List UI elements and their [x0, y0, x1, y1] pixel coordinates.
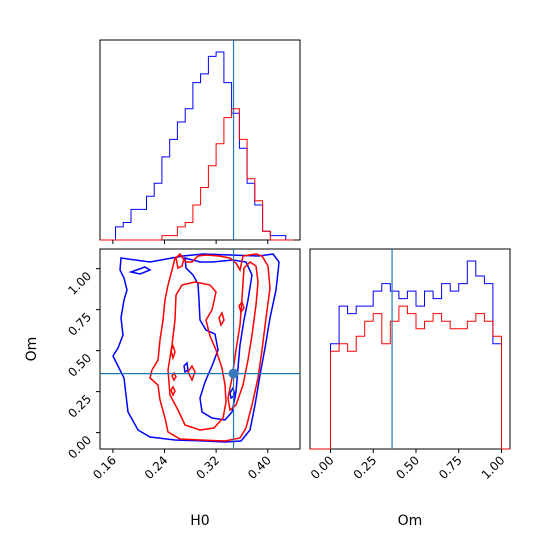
om-histogram-xtick-label: 0.00 — [308, 453, 337, 482]
red-island-contour — [175, 252, 185, 270]
scatter-ytick-label: 0.75 — [65, 310, 94, 339]
blue-island-contour — [128, 266, 152, 275]
h0-om-contour-axes — [99, 248, 301, 450]
blue-outer-contour — [112, 253, 280, 443]
h0-histogram-blue-series — [100, 51, 294, 241]
red-middle-contour — [167, 281, 227, 431]
h0-axis-label: H0 — [190, 513, 209, 529]
red-inner-contour — [227, 261, 259, 412]
blue-island-contour — [229, 386, 236, 400]
om-histogram-red-series — [310, 305, 510, 450]
om-histogram-xtick-label: 0.50 — [393, 453, 422, 482]
red-island-contour — [238, 300, 245, 314]
truth-point-marker — [228, 368, 239, 379]
red-inner-contour — [187, 364, 196, 382]
red-island-contour — [170, 385, 176, 397]
om-histogram-blue-series — [310, 260, 510, 450]
scatter-ytick-label: 0.00 — [65, 433, 94, 462]
red-island-contour — [218, 311, 225, 327]
scatter-ytick-label: 0.25 — [65, 392, 94, 421]
om-histogram-axes — [309, 248, 511, 450]
h0-histogram-axes — [99, 39, 301, 241]
blue-island-contour — [183, 361, 189, 374]
scatter-ytick-label: 1.00 — [65, 269, 94, 298]
scatter-xtick-label: 0.24 — [142, 453, 171, 482]
h0-histogram-red-series — [100, 108, 294, 241]
om-histogram-xtick-label: 0.75 — [436, 453, 465, 482]
om-histogram-xtick-label: 0.25 — [351, 453, 380, 482]
red-island-contour — [170, 344, 176, 361]
scatter-xtick-label: 0.16 — [90, 453, 119, 482]
om-histogram-xtick-label: 1.00 — [479, 453, 508, 482]
om-axis-label: Om — [24, 337, 40, 362]
scatter-ytick-label: 0.50 — [65, 351, 94, 380]
red-outer-contour — [149, 253, 271, 442]
scatter-xtick-label: 0.40 — [245, 453, 274, 482]
scatter-xtick-label: 0.32 — [193, 453, 222, 482]
blue-inner-contour — [184, 256, 253, 421]
om-histogram-axis-label: Om — [398, 513, 423, 529]
